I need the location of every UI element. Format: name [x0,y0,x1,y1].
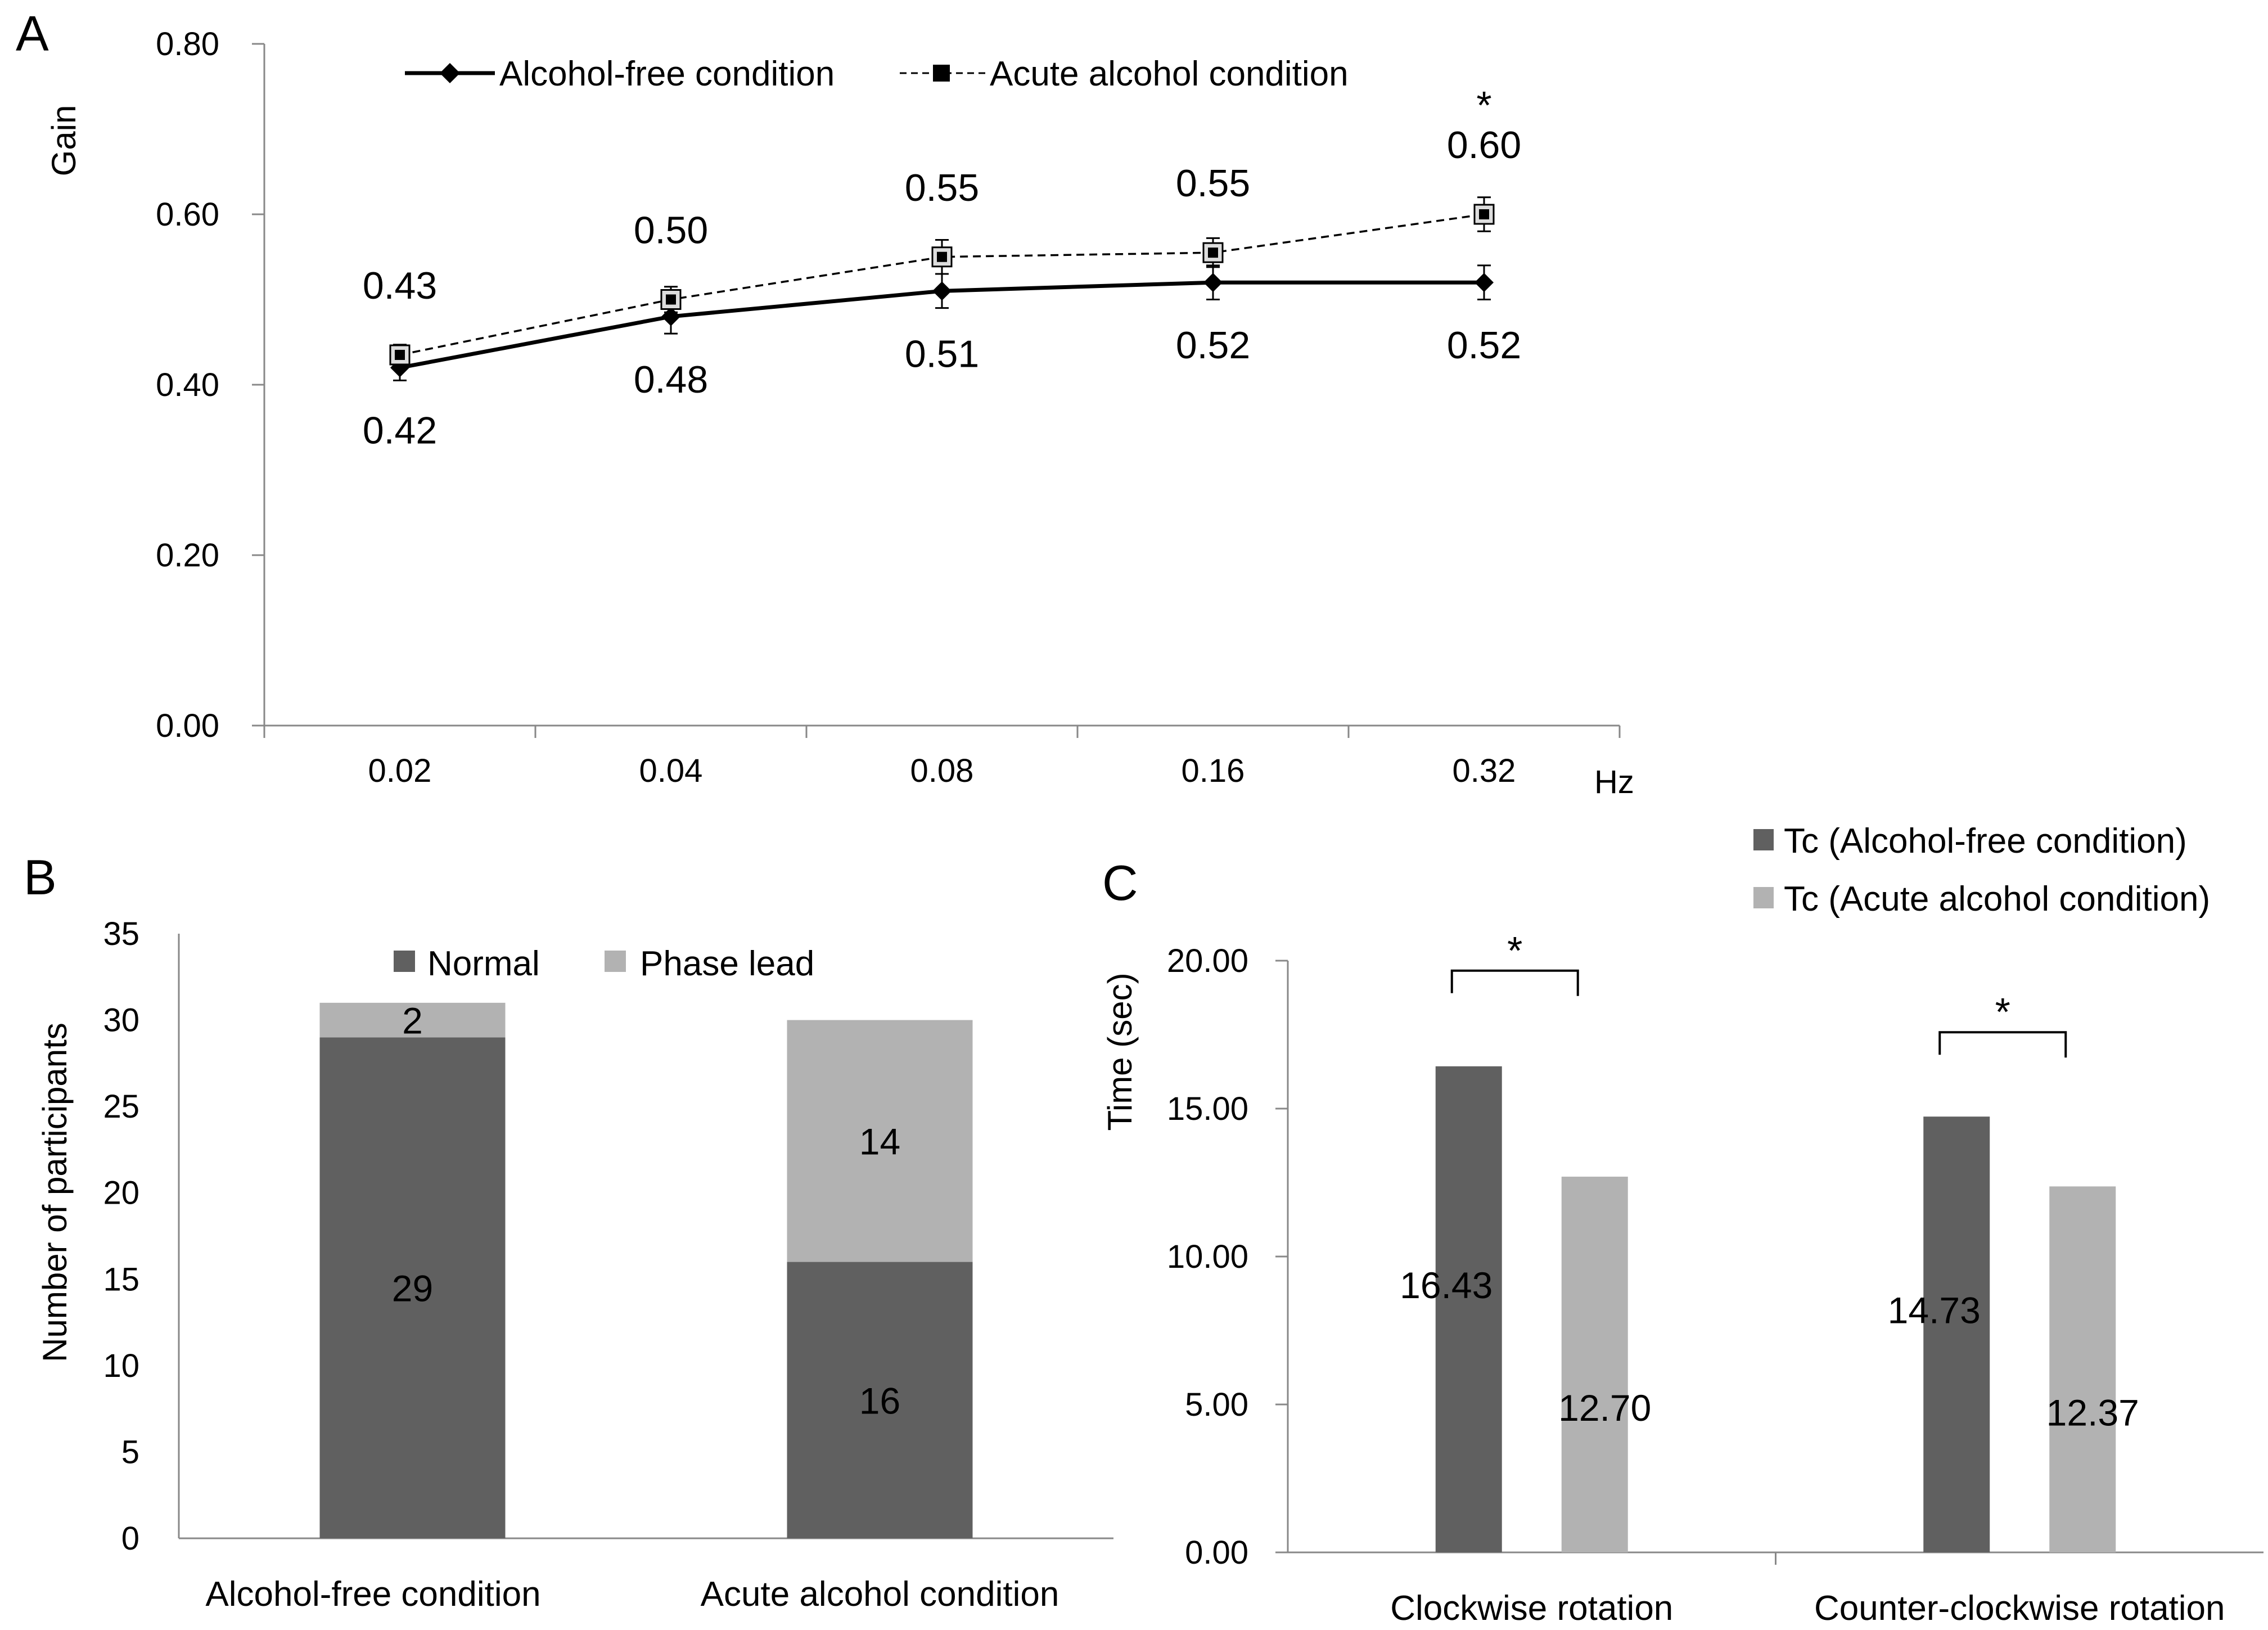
panel-a-y-axis-title: Gain [45,105,83,177]
bar-value-label: 2 [402,1000,423,1042]
legend-label-phase-lead: Phase lead [640,944,814,983]
data-point-acute-alcohol-center [1208,247,1218,258]
panel-b-y-tick-label: 25 [103,1088,139,1125]
panel-b-stacked-bar-chart: B Number of participants 0 5 10 15 20 25 30 35 A… [24,849,1113,1614]
panel-b-y-axis-title: Number of participants [36,1023,74,1362]
panel-a-line-chart: A Gain Hz 0.000.200.400.600.800.02 0.04 0.… [16,6,1634,800]
panel-b-axes: 0 5 10 15 20 25 30 35 Alcohol-free condition Acut… [103,916,1113,1614]
significance-bracket [1938,1031,2067,1058]
panel-b-y-tick-label: 35 [103,916,139,952]
panel-a-y-tick-label: 0.40 [156,367,219,403]
panel-a-y-tick-label: 0.60 [156,196,219,233]
panel-c-x-tick-label: Clockwise rotation [1390,1589,1673,1628]
legend-diamond-marker [440,63,460,83]
legend-label-alcohol-free: Alcohol-free condition [499,55,835,93]
data-label-acute-alcohol: 0.55 [905,166,979,209]
bar-tc-alcohol-free [1435,1066,1502,1552]
panel-b-y-tick-label: 10 [103,1348,139,1384]
significance-star: * [1507,929,1522,972]
stacked-bar-segment-normal [787,1262,973,1538]
bar-value-label: 29 [392,1268,433,1309]
panel-b-legend: Normal Phase lead [394,944,814,983]
legend-label-normal: Normal [427,944,540,983]
panel-c-bars: 16.43 12.70 14.73 12.37 * * [1400,929,2139,1552]
stacked-bar-segment-phase-lead [787,1020,973,1262]
data-label-alcohol-free: 0.42 [363,409,437,452]
legend-label-tc-alcohol-free: Tc (Alcohol-free condition) [1784,822,2187,861]
legend-label-acute-alcohol: Acute alcohol condition [990,55,1349,93]
bar-tc-acute-alcohol [1561,1176,1628,1552]
data-point-acute-alcohol-center [666,294,676,305]
panel-b-y-tick-label: 5 [121,1434,139,1470]
data-point-acute-alcohol-center [1479,209,1489,219]
bar-tc-acute-alcohol [2049,1186,2116,1552]
bar-value-label: 12.37 [2046,1392,2139,1434]
bar-value-label: 16.43 [1400,1264,1493,1306]
panel-a-y-tick-label: 0.20 [156,537,219,574]
bar-value-label: 14.73 [1888,1290,1981,1331]
legend-swatch-tc-acute-alcohol [1753,887,1774,908]
panel-b-x-tick-label: Acute alcohol condition [701,1575,1059,1614]
panel-a-legend: Alcohol-free condition Acute alcohol con… [405,55,1349,93]
significance-star: * [1476,83,1491,127]
data-point-acute-alcohol-center [395,349,405,360]
legend-swatch-phase-lead [605,951,626,972]
panel-b-y-tick-label: 30 [103,1002,139,1039]
panel-b-letter: B [24,849,57,905]
panel-c-y-tick-label: 20.00 [1167,943,1248,979]
panel-a-series: 0.43 0.50 0.55 0.55 0.60 0.42 0.48 0.51 0.52 0.52… [363,83,1521,452]
data-point-acute-alcohol-center [937,251,947,262]
panel-a-x-tick-label: 0.16 [1182,753,1245,789]
legend-label-tc-acute-alcohol: Tc (Acute alcohol condition) [1784,880,2210,918]
data-label-acute-alcohol: 0.50 [634,209,708,252]
data-label-alcohol-free: 0.51 [905,332,979,375]
panel-a-y-tick-label: 0.00 [156,708,219,744]
panel-a-x-tick-label: 0.32 [1453,753,1516,789]
panel-b-y-tick-label: 15 [103,1261,139,1298]
bar-value-label: 14 [859,1121,900,1163]
panel-a-y-tick-label: 0.80 [156,26,219,62]
significance-bracket [1450,969,1579,996]
panel-c-y-tick-label: 10.00 [1167,1239,1248,1275]
panel-c-legend: Tc (Alcohol-free condition) Tc (Acute al… [1753,822,2210,918]
data-point-alcohol-free [1475,273,1494,292]
stacked-bar-segment-normal [319,1037,506,1538]
data-point-alcohol-free [1203,273,1223,292]
bar-tc-alcohol-free [1923,1116,1990,1552]
panel-c-x-tick-label: Counter-clockwise rotation [1814,1589,2225,1628]
panel-a-x-tick-label: 0.04 [639,753,703,789]
panel-b-x-tick-label: Alcohol-free condition [205,1575,540,1614]
panel-b-y-tick-label: 0 [121,1520,139,1557]
panel-c-axes: 0.00 5.00 10.00 15.00 20.00 Clockwise rotatio… [1167,943,2264,1628]
data-label-acute-alcohol: 0.55 [1176,162,1250,205]
significance-star: * [1995,990,2010,1034]
panel-b-y-tick-label: 20 [103,1175,139,1212]
data-label-alcohol-free: 0.48 [634,358,708,401]
panel-a-x-unit: Hz [1594,764,1634,800]
panel-c-y-axis-title: Time (sec) [1101,972,1139,1131]
data-label-acute-alcohol: 0.60 [1447,124,1521,166]
data-point-alcohol-free [932,281,952,301]
legend-square-marker [933,65,950,82]
legend-swatch-normal [394,951,415,972]
panel-c-y-tick-label: 0.00 [1185,1534,1248,1571]
panel-a-x-tick-label: 0.02 [368,753,432,789]
bar-value-label: 16 [859,1380,900,1421]
panel-b-bars: 29 2 16 14 [319,1000,973,1538]
data-label-alcohol-free: 0.52 [1447,324,1521,367]
panel-a-letter: A [16,6,49,61]
bar-value-label: 12.70 [1558,1387,1651,1429]
panel-a-x-tick-label: 0.08 [910,753,974,789]
panel-c-y-tick-label: 5.00 [1185,1386,1248,1423]
panel-c-bar-chart: C Time (sec) 0.00 5.00 10.00 15.00 20.00 Cloc… [1101,822,2264,1628]
panel-c-letter: C [1102,855,1138,911]
data-label-alcohol-free: 0.52 [1176,324,1250,367]
stacked-bar-segment-phase-lead [319,1002,506,1038]
panel-c-y-tick-label: 15.00 [1167,1091,1248,1127]
panel-a-axes: 0.00 0.20 0.40 0.60 0.80 0.02 0.04 0.08 0.16 0.32 [156,26,1621,789]
data-label-acute-alcohol: 0.43 [363,264,437,307]
legend-swatch-tc-alcohol-free [1753,829,1774,850]
